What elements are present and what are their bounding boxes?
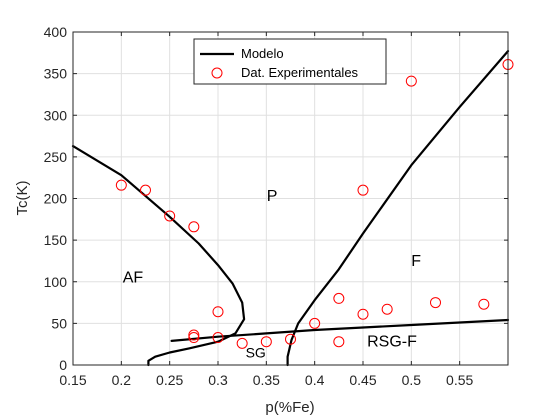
legend-box xyxy=(193,38,387,85)
experimental-point xyxy=(140,184,151,196)
experimental-point xyxy=(188,332,200,344)
y-tick-label: 300 xyxy=(44,107,68,123)
legend-circle-swatch xyxy=(211,67,223,79)
axis-ticks: 0.15 0.2 0.25 0.3 0.35 0.4 0.45 0.5 0.55 0 50 100 15… xyxy=(44,24,508,388)
experimental-point xyxy=(212,332,224,344)
legend: Modelo Dat. Experimentales xyxy=(193,38,387,85)
y-tick-label: 400 xyxy=(44,24,68,40)
region-label-p: P xyxy=(267,188,278,205)
region-labels: P AF F RSG-F SG xyxy=(123,188,422,361)
model-curve-segment-2 xyxy=(170,318,510,342)
experimental-point xyxy=(285,333,296,345)
experimental-point xyxy=(188,221,200,233)
y-tick-label: 350 xyxy=(44,66,68,82)
x-tick-label: 0.4 xyxy=(305,372,325,388)
experimental-point xyxy=(115,179,127,191)
x-tick-label: 0.35 xyxy=(253,372,280,388)
experimental-point xyxy=(381,303,393,315)
x-tick-label: 0.25 xyxy=(156,372,183,388)
y-tick-label: 150 xyxy=(44,232,68,248)
model-curves xyxy=(71,50,510,367)
y-axis-label: Tc(K) xyxy=(14,181,31,216)
x-tick-label: 0.2 xyxy=(112,372,132,388)
experimental-point xyxy=(236,337,248,349)
experimental-point xyxy=(309,317,321,329)
y-tick-label: 0 xyxy=(59,357,67,373)
region-label-af: AF xyxy=(123,270,144,287)
region-label-f: F xyxy=(411,253,421,270)
experimental-point xyxy=(430,297,441,309)
x-tick-label: 0.15 xyxy=(59,372,86,388)
x-tick-label: 0.5 xyxy=(402,372,422,388)
experimental-point xyxy=(164,210,176,222)
y-tick-label: 50 xyxy=(51,315,67,331)
experimental-point xyxy=(357,308,369,320)
model-curve-segment-3 xyxy=(286,50,510,367)
y-tick-label: 100 xyxy=(44,274,68,290)
experimental-point xyxy=(333,336,345,348)
x-tick-label: 0.45 xyxy=(349,372,376,388)
region-label-sg: SG xyxy=(246,345,266,361)
legend-entry-model: Modelo xyxy=(241,46,284,61)
x-tick-label: 0.3 xyxy=(208,372,228,388)
x-tick-label: 0.55 xyxy=(446,372,473,388)
experimental-point xyxy=(260,336,272,348)
model-curve-segment-1 xyxy=(71,145,246,367)
experimental-point xyxy=(357,184,369,196)
region-label-rsg-f: RSG-F xyxy=(367,334,417,351)
y-tick-label: 200 xyxy=(44,191,68,207)
experimental-point xyxy=(188,329,200,341)
experimental-point xyxy=(405,75,417,87)
x-axis-label: p(%Fe) xyxy=(265,399,314,416)
y-tick-label: 250 xyxy=(44,149,68,165)
experimental-point xyxy=(333,292,345,304)
experimental-point xyxy=(478,298,490,310)
experimental-points xyxy=(115,58,514,349)
experimental-point xyxy=(212,306,224,318)
legend-entry-experimental: Dat. Experimentales xyxy=(241,65,359,80)
